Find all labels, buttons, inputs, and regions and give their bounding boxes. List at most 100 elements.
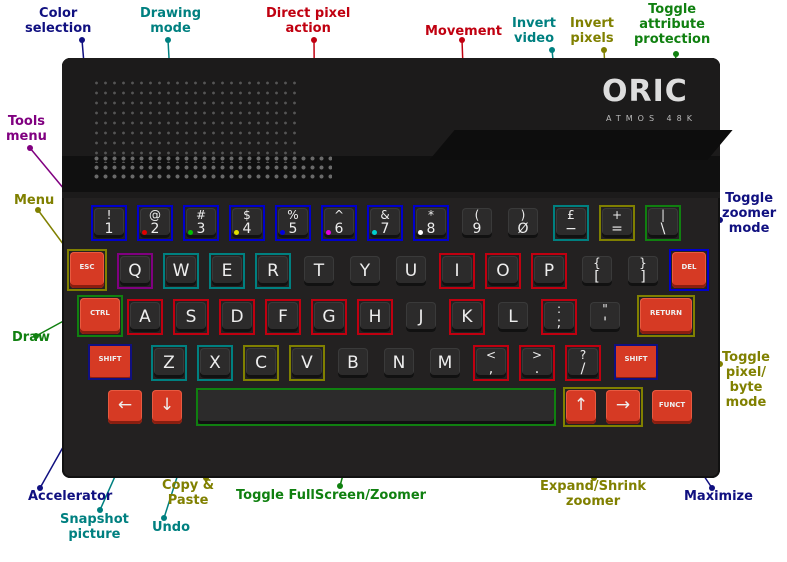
key-question[interactable]: ? / [568, 348, 598, 378]
key-u[interactable]: U [396, 256, 426, 286]
key-shift-label: ( [474, 208, 480, 222]
ctrl-key[interactable]: CTRL [80, 298, 120, 334]
del-key[interactable]: DEL [672, 252, 706, 288]
key-shift-label: { [593, 256, 601, 270]
key-6[interactable]: ^ 6 [324, 208, 354, 238]
line-movement-end [459, 37, 465, 43]
label-toggle-pixel-byte-mode-line: mode [725, 395, 767, 410]
key-i[interactable]: I [442, 256, 472, 286]
label-expand-shrink-zoomer: Expand/Shrink zoomer [540, 479, 646, 509]
label-draw: Draw [12, 330, 50, 345]
arrow-left-key[interactable]: ← [108, 390, 142, 424]
key-close-bracket[interactable]: }] [628, 256, 658, 286]
key-13[interactable]: | \ [648, 208, 678, 238]
key-label: , [488, 361, 494, 377]
key-label: ] [640, 269, 646, 285]
label-color-selection-line: selection [25, 21, 92, 36]
key-x[interactable]: X [200, 348, 230, 378]
key-label: E [221, 261, 233, 281]
key-p[interactable]: P [534, 256, 564, 286]
key-shift-label: : [556, 302, 562, 316]
key-label: L [508, 307, 518, 327]
undo-frame [197, 345, 233, 381]
direct-pixel-frame [127, 299, 163, 335]
key-11[interactable]: £ − [556, 208, 586, 238]
key-r[interactable]: R [258, 256, 288, 286]
key-label: RETURN [650, 309, 682, 317]
key-t[interactable]: T [304, 256, 334, 286]
key-1[interactable]: ! 1 [94, 208, 124, 238]
key-12[interactable]: + = [602, 208, 632, 238]
keyboard-stripe [429, 130, 733, 160]
key-l[interactable]: L [498, 302, 528, 332]
key-label: ; [556, 315, 562, 331]
key-less-than[interactable]: <, [476, 348, 506, 378]
label-menu-line: Menu [14, 193, 55, 208]
key-e[interactable]: E [212, 256, 242, 286]
key-label: 6 [334, 221, 344, 237]
key-greater-than[interactable]: >. [522, 348, 552, 378]
label-tools-menu-line: menu [6, 129, 47, 144]
key-shift-label: ^ [333, 208, 345, 222]
arrow-up-key[interactable]: ↑ [566, 390, 596, 424]
invert-video-frame [553, 205, 589, 241]
line-menu-end [35, 207, 41, 213]
esc-key[interactable]: ESC [70, 252, 104, 288]
key-shift-label: £ [567, 208, 575, 222]
key-9[interactable]: (9 [462, 208, 492, 238]
key-q[interactable]: Q [120, 256, 150, 286]
key-n[interactable]: N [384, 348, 414, 378]
label-toggle-zoomer-mode-line: mode [728, 221, 770, 236]
label-copy-paste-line: Copy & [162, 478, 215, 493]
key-w[interactable]: W [166, 256, 196, 286]
line-direct-pixel-end [311, 37, 317, 43]
return-key[interactable]: RETURN [640, 298, 692, 334]
key-quote[interactable]: " ' [590, 302, 620, 332]
line-tools-menu-end [27, 145, 33, 151]
drawing-mode-frame [209, 253, 245, 289]
key-shift-label: < [485, 348, 497, 362]
label-invert-video-line: Invert [512, 16, 557, 31]
key-label: C [255, 353, 267, 373]
key-label: 7 [380, 221, 390, 237]
arrow-down-key[interactable]: ↓ [152, 390, 182, 424]
key-z[interactable]: Z [154, 348, 184, 378]
shift-right-frame [614, 344, 658, 380]
direct-pixel-frame [357, 299, 393, 335]
color-select-frame [367, 205, 403, 241]
key-10[interactable]: ) Ø [508, 208, 538, 238]
key-2[interactable]: @2 [140, 208, 170, 238]
zoomer-mode-frame [669, 249, 709, 291]
key-k[interactable]: K [452, 302, 482, 332]
shift-right-key[interactable]: SHIFT [614, 344, 658, 380]
label-snapshot-picture-line: Snapshot [60, 512, 129, 527]
key-b[interactable]: B [338, 348, 368, 378]
key-label: N [392, 353, 406, 373]
key-o[interactable]: O [488, 256, 518, 286]
space-bar[interactable] [198, 390, 554, 424]
key-c[interactable]: C [246, 348, 276, 378]
label-invert-video: Invert video [512, 16, 556, 46]
key-open-bracket[interactable]: {[ [582, 256, 612, 286]
shift-left-key[interactable]: SHIFT [88, 344, 132, 380]
funct-key[interactable]: FUNCT [652, 390, 692, 424]
label-copy-paste: Copy & Paste [162, 478, 214, 508]
key-m[interactable]: M [430, 348, 460, 378]
arrow-right-key[interactable]: → [606, 390, 640, 424]
key-f[interactable]: F [268, 302, 298, 332]
movement-frame [519, 345, 555, 381]
key-s[interactable]: S [176, 302, 206, 332]
pixel-byte-frame [637, 295, 695, 337]
key-y[interactable]: Y [350, 256, 380, 286]
speaker-grille-lower [92, 154, 332, 182]
label-direct-pixel-action-line: Direct pixel [266, 6, 351, 21]
key-h[interactable]: H [360, 302, 390, 332]
key-colon[interactable]: :; [544, 302, 574, 332]
line-toggle-attr-end [673, 51, 679, 57]
key-g[interactable]: G [314, 302, 344, 332]
key-a[interactable]: A [130, 302, 160, 332]
key-v[interactable]: V [292, 348, 322, 378]
key-d[interactable]: D [222, 302, 252, 332]
direct-pixel-frame [173, 299, 209, 335]
key-j[interactable]: J [406, 302, 436, 332]
